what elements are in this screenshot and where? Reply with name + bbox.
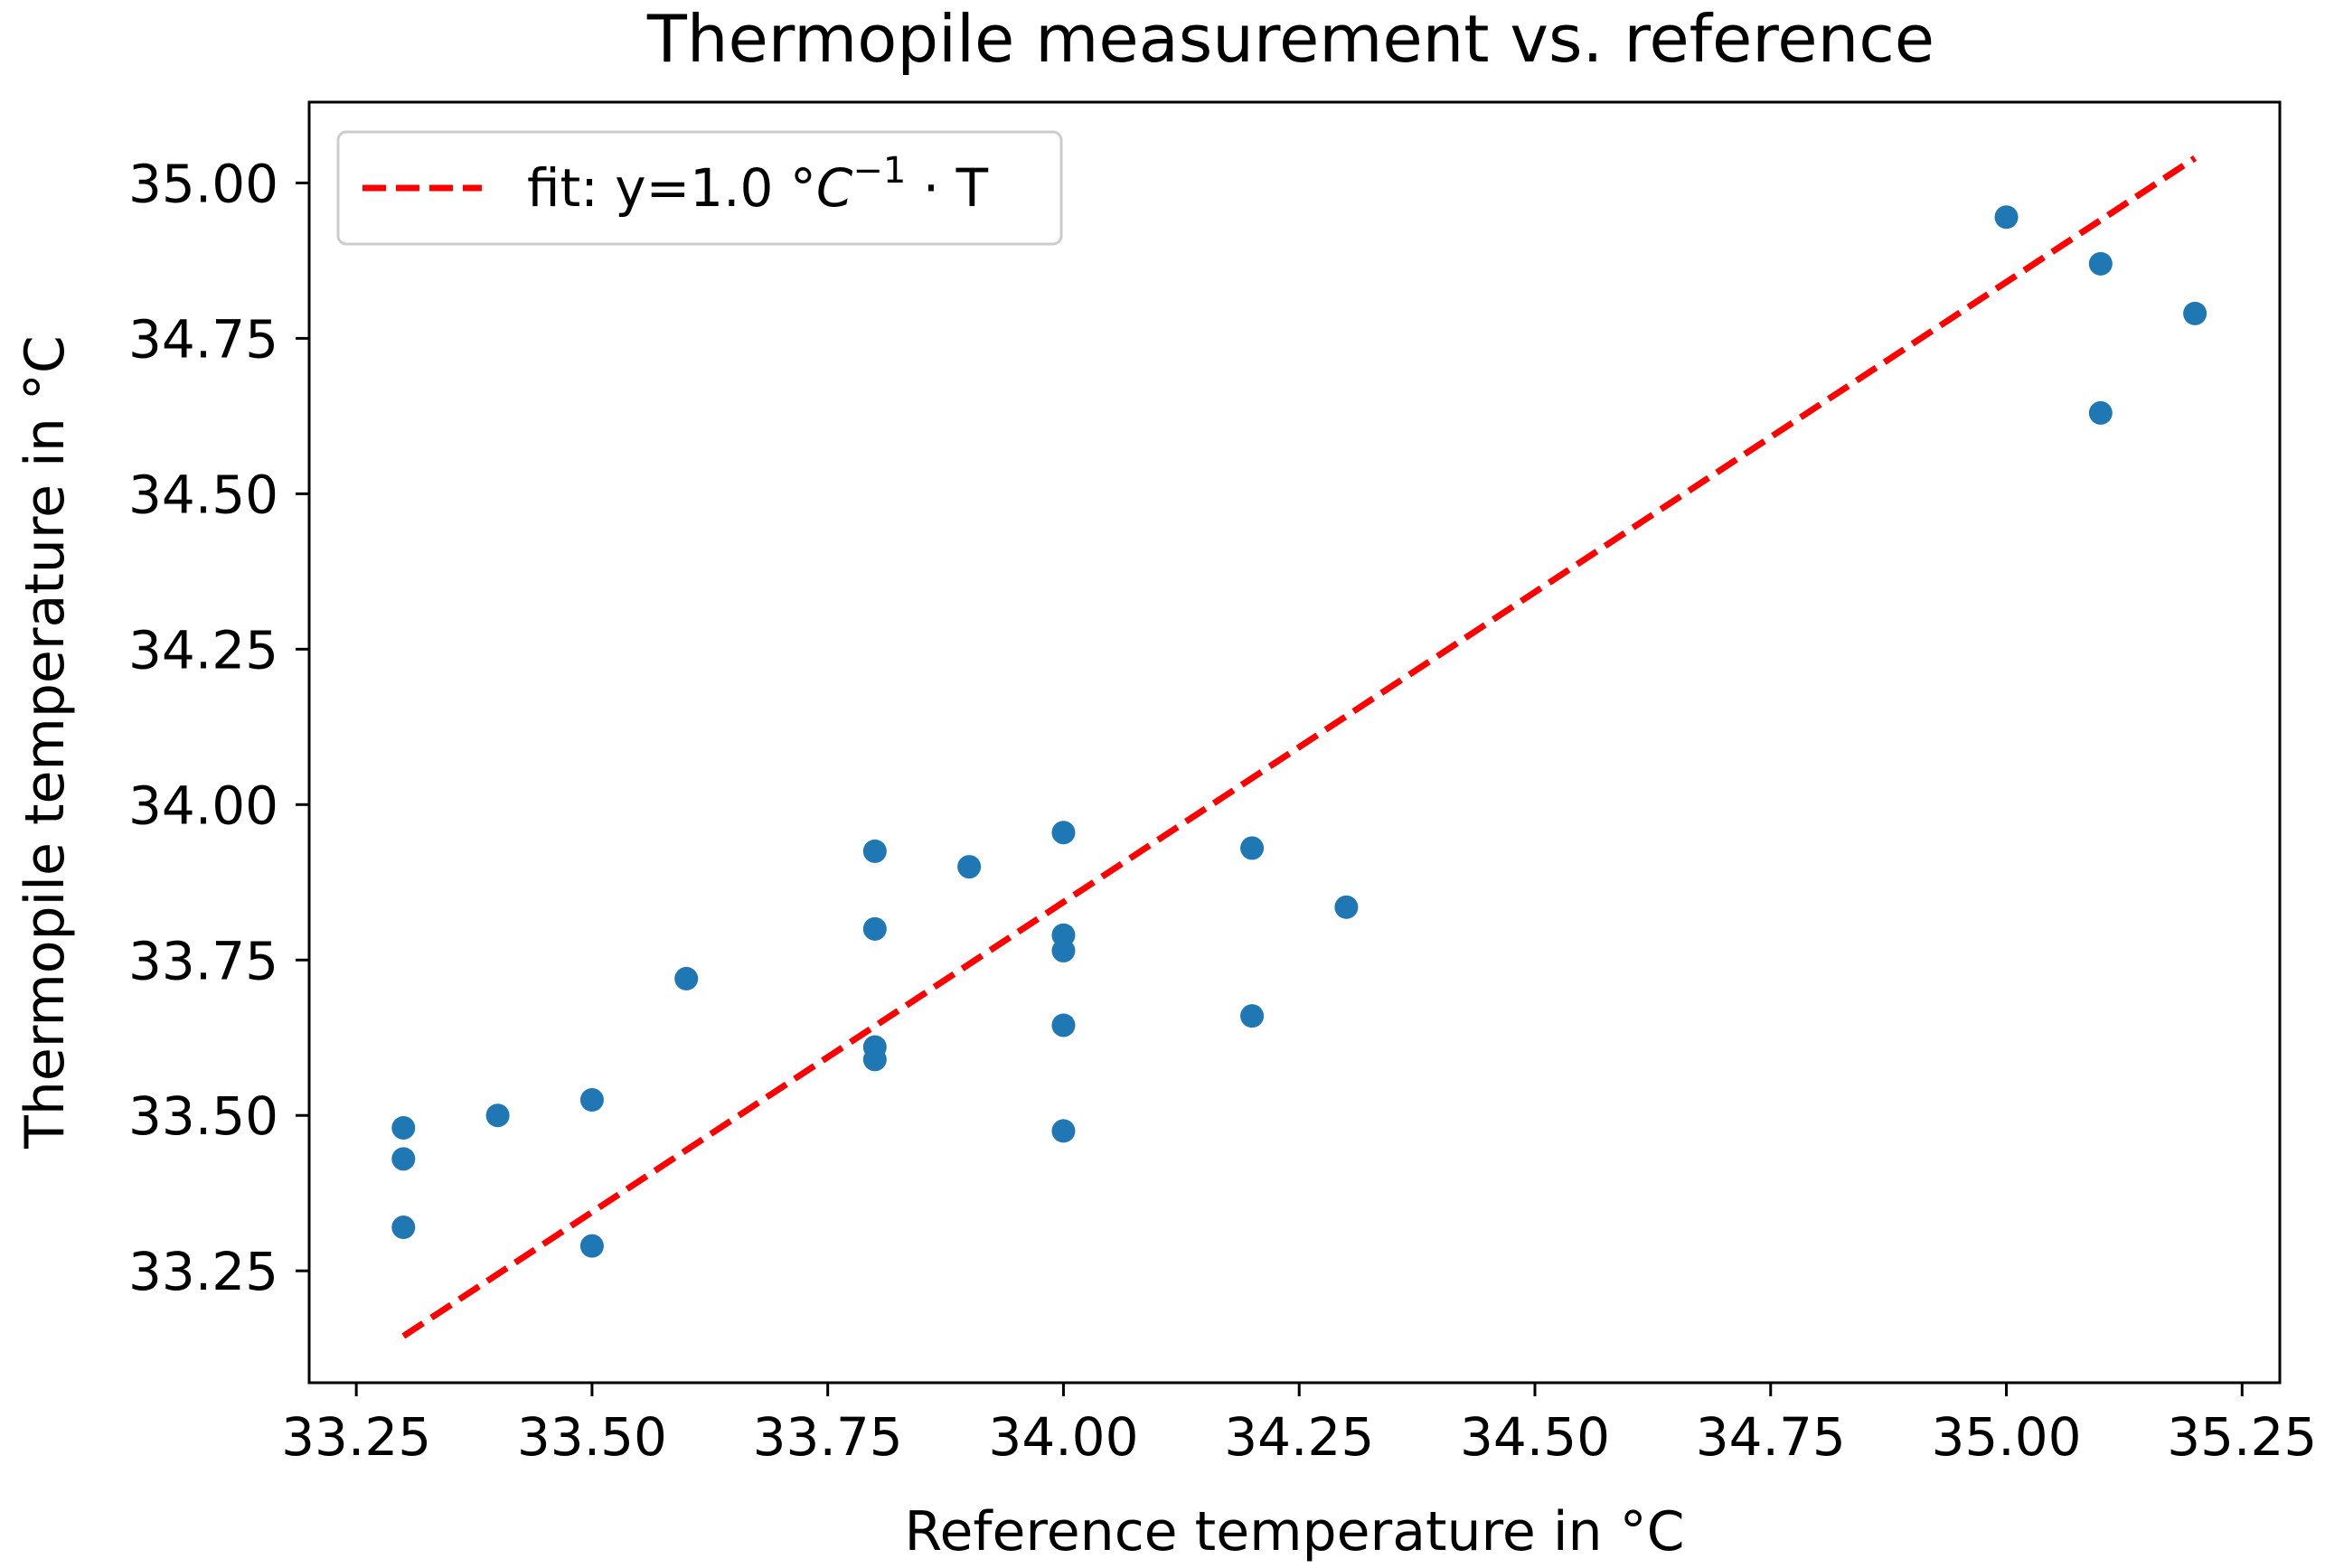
fit-line-group	[401, 155, 2198, 1339]
data-point	[391, 1115, 416, 1140]
y-tick-label: 34.50	[128, 464, 278, 525]
data-point	[957, 855, 982, 879]
x-tick-label: 34.75	[1696, 1406, 1846, 1468]
scatter-points	[391, 205, 2207, 1258]
data-point	[2183, 301, 2207, 325]
legend: fit: y=1.0 °C−1 · T	[336, 130, 1063, 246]
data-point	[1334, 895, 1359, 919]
y-tick-label: 33.25	[128, 1241, 278, 1302]
x-tick-label: 35.00	[1931, 1406, 2081, 1468]
data-point	[674, 966, 699, 991]
legend-label-suffix: · T	[906, 157, 988, 219]
y-tick-label: 34.00	[128, 775, 278, 836]
plot-frame	[307, 100, 2282, 1385]
y-tick-label: 35.00	[128, 153, 278, 214]
data-point	[862, 1047, 887, 1072]
x-tick-label: 34.50	[1460, 1406, 1610, 1468]
data-point	[1240, 1004, 1265, 1028]
x-tick-label: 35.25	[2167, 1406, 2317, 1468]
data-point	[2088, 251, 2113, 276]
data-point	[579, 1234, 604, 1258]
data-point	[1051, 938, 1076, 962]
data-point	[579, 1088, 604, 1113]
x-tick-label: 33.50	[517, 1406, 667, 1468]
data-point	[862, 916, 887, 941]
data-point	[1994, 205, 2019, 230]
x-tick-label: 33.75	[753, 1406, 903, 1468]
legend-box	[336, 130, 1063, 246]
y-tick-label: 33.75	[128, 930, 278, 991]
y-tick-label: 33.50	[128, 1085, 278, 1147]
y-axis: 33.25 33.50 33.75 34.00 34.25 34.50 34.75 35.00	[128, 153, 309, 1302]
x-axis-title: Reference temperature in °C	[904, 1500, 1684, 1563]
legend-fit-label: fit: y=1.0 °C−1 · T	[527, 150, 989, 219]
data-point	[1051, 1119, 1076, 1143]
data-point	[2088, 400, 2113, 425]
fit-line	[401, 155, 2198, 1339]
data-point	[391, 1147, 416, 1171]
x-axis: 33.25 33.50 33.75 34.00 34.25 34.50 34.75 35.00…	[281, 1383, 2317, 1468]
legend-label-unit: C	[816, 157, 853, 219]
data-point	[1240, 836, 1265, 860]
data-point	[1051, 821, 1076, 845]
x-tick-label: 34.25	[1224, 1406, 1374, 1468]
y-tick-label: 34.75	[128, 308, 278, 370]
legend-label-exponent: −1	[852, 150, 906, 192]
data-point	[862, 839, 887, 863]
data-point	[485, 1103, 510, 1128]
y-axis-title: Thermopile temperature in °C	[14, 335, 77, 1150]
chart-title: Thermopile measurement vs. reference	[646, 1, 1934, 77]
x-tick-label: 33.25	[281, 1406, 431, 1468]
data-point	[391, 1216, 416, 1240]
x-tick-label: 34.00	[988, 1406, 1138, 1468]
data-point	[1051, 1013, 1076, 1038]
legend-label-prefix: fit: y=1.0 °	[527, 157, 816, 219]
y-tick-label: 34.25	[128, 619, 278, 681]
